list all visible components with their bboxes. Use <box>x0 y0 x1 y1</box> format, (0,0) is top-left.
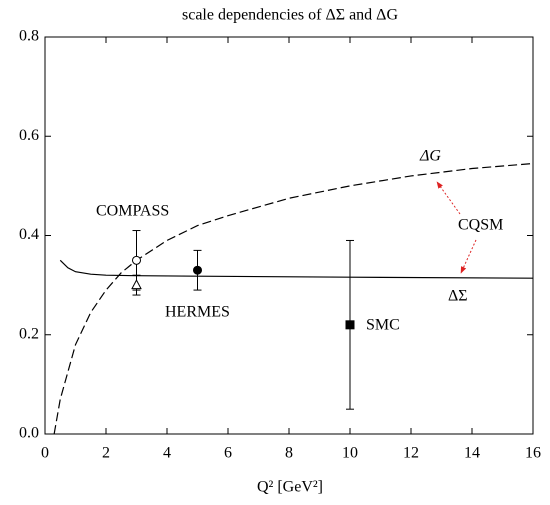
chart-title: scale dependencies of ΔΣ and ΔG <box>182 7 398 24</box>
data-point <box>345 320 355 330</box>
data-point <box>193 265 202 275</box>
x-tick-label: 12 <box>403 445 419 462</box>
arrow <box>436 181 461 215</box>
data-point <box>131 279 142 290</box>
annotation: COMPASS <box>96 203 169 220</box>
x-tick-label: 2 <box>102 445 110 462</box>
arrow <box>460 239 477 274</box>
x-tick-label: 14 <box>464 445 480 462</box>
x-tick-label: 4 <box>163 445 171 462</box>
y-tick-label: 0.0 <box>19 425 39 442</box>
y-tick-label: 0.2 <box>19 325 39 342</box>
curve-label: ΔΣ <box>448 288 468 305</box>
x-axis-label: Q² [GeV²] <box>257 479 323 496</box>
data-point <box>132 255 141 265</box>
x-tick-label: 10 <box>342 445 358 462</box>
y-tick-label: 0.4 <box>19 226 39 243</box>
plot-frame <box>44 36 534 435</box>
x-tick-label: 16 <box>525 445 541 462</box>
y-tick-label: 0.6 <box>19 127 39 144</box>
annotation: SMC <box>366 317 400 334</box>
x-tick-label: 6 <box>224 445 232 462</box>
series-line <box>59 259 534 279</box>
x-tick-label: 8 <box>285 445 293 462</box>
y-tick-label: 0.8 <box>19 28 39 45</box>
annotation: CQSM <box>458 217 503 234</box>
curve-label: ΔG <box>419 148 441 165</box>
annotation: HERMES <box>165 304 230 321</box>
x-tick-label: 0 <box>41 445 49 462</box>
